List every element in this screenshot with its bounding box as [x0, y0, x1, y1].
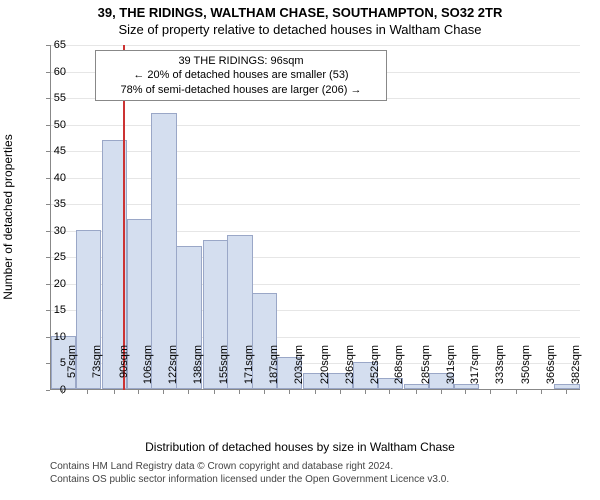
page-title-line2: Size of property relative to detached ho…: [0, 22, 600, 37]
x-tick-label: 252sqm: [369, 345, 381, 393]
x-axis-label: Distribution of detached houses by size …: [0, 440, 600, 454]
y-tick-label: 65: [36, 39, 66, 51]
x-tick-label: 73sqm: [91, 345, 103, 393]
x-tick: [441, 390, 442, 394]
x-tick-label: 333sqm: [494, 345, 506, 393]
x-tick-label: 203sqm: [293, 345, 305, 393]
x-tick: [239, 390, 240, 394]
x-tick: [566, 390, 567, 394]
x-tick: [289, 390, 290, 394]
annotation-box: 39 THE RIDINGS: 96sqm ← 20% of detached …: [95, 50, 387, 101]
x-tick-label: 301sqm: [445, 345, 457, 393]
x-tick-label: 350sqm: [520, 345, 532, 393]
y-tick-label: 5: [36, 357, 66, 369]
x-tick-label: 171sqm: [243, 345, 255, 393]
x-tick: [62, 390, 63, 394]
x-tick-label: 268sqm: [393, 345, 405, 393]
gridline: [51, 45, 580, 46]
footer: Contains HM Land Registry data © Crown c…: [50, 460, 580, 486]
x-tick: [138, 390, 139, 394]
annotation-line2: ← 20% of detached houses are smaller (53…: [104, 68, 378, 82]
gridline: [51, 125, 580, 126]
x-tick: [389, 390, 390, 394]
y-tick-label: 55: [36, 92, 66, 104]
x-tick-label: 106sqm: [142, 345, 154, 393]
y-tick-label: 20: [36, 278, 66, 290]
x-tick: [465, 390, 466, 394]
y-tick-label: 35: [36, 198, 66, 210]
x-tick: [87, 390, 88, 394]
x-tick-label: 236sqm: [344, 345, 356, 393]
y-tick-label: 45: [36, 145, 66, 157]
x-tick-label: 220sqm: [319, 345, 331, 393]
x-tick: [214, 390, 215, 394]
x-tick-label: 366sqm: [545, 345, 557, 393]
x-tick: [490, 390, 491, 394]
x-tick-label: 57sqm: [66, 345, 78, 393]
x-tick-label: 138sqm: [192, 345, 204, 393]
y-tick-label: 10: [36, 331, 66, 343]
x-tick: [114, 390, 115, 394]
y-tick-label: 15: [36, 304, 66, 316]
x-tick-label: 382sqm: [570, 345, 582, 393]
annotation-line1: 39 THE RIDINGS: 96sqm: [104, 54, 378, 68]
x-tick: [315, 390, 316, 394]
x-tick-label: 317sqm: [469, 345, 481, 393]
y-tick-label: 60: [36, 66, 66, 78]
gridline: [51, 151, 580, 152]
y-tick-label: 40: [36, 172, 66, 184]
annotation-line3: 78% of semi-detached houses are larger (…: [104, 83, 378, 97]
footer-line1: Contains HM Land Registry data © Crown c…: [50, 460, 580, 473]
y-tick-label: 50: [36, 119, 66, 131]
x-tick-label: 187sqm: [268, 345, 280, 393]
x-tick-label: 90sqm: [118, 345, 130, 393]
page-title-line1: 39, THE RIDINGS, WALTHAM CHASE, SOUTHAMP…: [0, 5, 600, 20]
y-tick-label: 25: [36, 251, 66, 263]
gridline: [51, 178, 580, 179]
chart-page: 39, THE RIDINGS, WALTHAM CHASE, SOUTHAMP…: [0, 0, 600, 500]
x-tick: [365, 390, 366, 394]
footer-line2: Contains OS public sector information li…: [50, 473, 580, 486]
x-tick: [541, 390, 542, 394]
x-tick: [188, 390, 189, 394]
x-tick-label: 155sqm: [218, 345, 230, 393]
x-tick: [340, 390, 341, 394]
x-tick-label: 122sqm: [167, 345, 179, 393]
x-tick: [264, 390, 265, 394]
x-tick: [163, 390, 164, 394]
x-tick: [516, 390, 517, 394]
y-tick-label: 30: [36, 225, 66, 237]
y-axis-label: Number of detached properties: [1, 134, 15, 299]
gridline: [51, 204, 580, 205]
x-tick: [416, 390, 417, 394]
x-tick-label: 285sqm: [420, 345, 432, 393]
